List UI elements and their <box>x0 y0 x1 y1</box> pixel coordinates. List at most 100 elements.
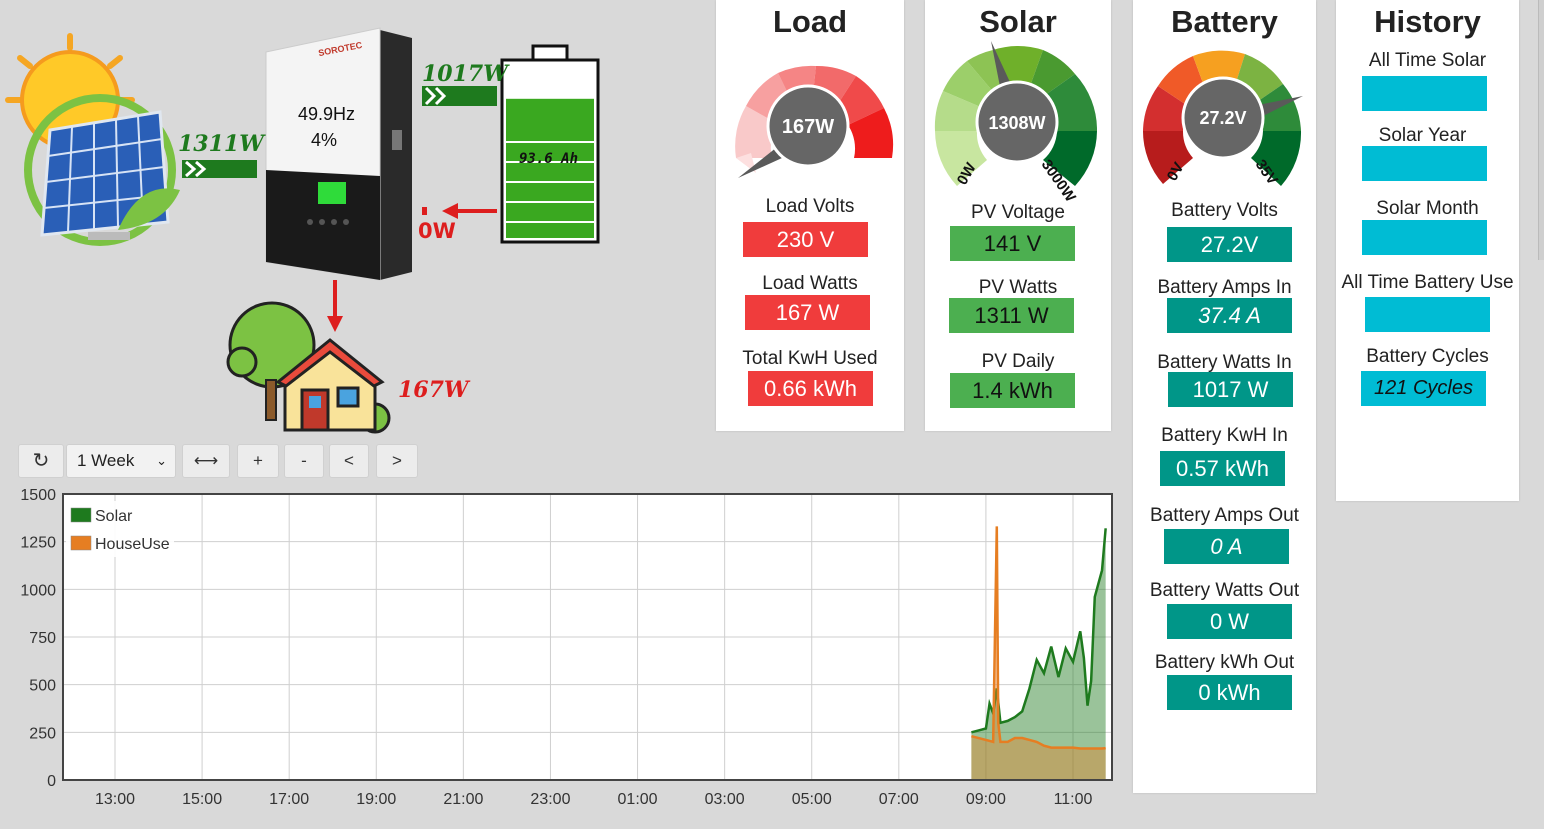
range-select-value: 1 Week <box>77 451 135 470</box>
battery-gauge-min: 0V <box>1164 160 1188 184</box>
x-tick-label: 23:00 <box>530 791 570 808</box>
legend-label-houseuse: HouseUse <box>95 536 170 553</box>
battery-discharge-watts-label: 0W <box>418 219 456 243</box>
x-tick-label: 09:00 <box>966 791 1006 808</box>
series-area-houseuse <box>971 526 1106 780</box>
y-tick-label: 750 <box>29 630 56 647</box>
house-icon <box>226 301 391 434</box>
battery-cycles-value: 121 Cycles <box>1361 371 1486 406</box>
solar-year-label: Solar Year <box>1378 125 1467 146</box>
all-time-battery-use-label: All Time Battery Use <box>1341 272 1514 293</box>
x-tick-label: 15:00 <box>182 791 222 808</box>
x-tick-label: 11:00 <box>1054 791 1093 808</box>
total-kwh-used-label: Total KwH Used <box>742 348 878 369</box>
total-kwh-used-value: 0.66 kWh <box>748 371 873 406</box>
load-volts-label: Load Volts <box>765 196 855 217</box>
pv-daily-label: PV Daily <box>981 351 1055 372</box>
battery-volts-value: 27.2V <box>1167 227 1292 262</box>
x-tick-label: 03:00 <box>705 791 745 808</box>
pv-watts-value: 1311 W <box>949 298 1074 333</box>
house-watts-label: 167W <box>398 377 469 403</box>
battery-icon <box>500 44 600 244</box>
load-gauge: 167W <box>735 65 894 178</box>
solar-watts-label: 1311W <box>178 131 264 157</box>
zoom-out-button[interactable]: - <box>284 444 324 478</box>
chevron-down-icon: ⌄ <box>156 453 167 468</box>
battery-watts-out-value: 0 W <box>1167 604 1292 639</box>
y-tick-label: 1000 <box>20 582 56 599</box>
solar-arrow <box>182 160 257 178</box>
battery-gauge: 27.2V 0V 35V <box>1143 50 1303 188</box>
inverter-frequency: 49.9Hz <box>298 104 356 124</box>
pv-voltage-value: 141 V <box>950 226 1075 261</box>
range-select[interactable]: 1 Week ⌄ <box>66 444 176 478</box>
battery-title: Battery <box>1171 4 1278 39</box>
y-tick-label: 500 <box>29 678 56 695</box>
load-watts-value: 167 W <box>745 295 870 330</box>
fit-width-button[interactable]: ⟷ <box>182 444 230 478</box>
battery-charge-arrow <box>422 86 497 106</box>
energy-flow-diagram: 1311W 1017W 0W 167W 49.9Hz 4% SOROTEC 93… <box>0 0 710 440</box>
battery-kwh-in-label: Battery KwH In <box>1161 425 1288 446</box>
solar-month-value <box>1362 220 1487 255</box>
solar-title: Solar <box>979 4 1057 39</box>
battery-volts-label: Battery Volts <box>1171 200 1278 221</box>
inverter-icon <box>265 27 412 281</box>
battery-watts-in-value: 1017 W <box>1168 372 1293 407</box>
prev-button[interactable]: < <box>329 444 369 478</box>
scrollbar[interactable] <box>1538 0 1544 260</box>
battery-amps-out-label: Battery Amps Out <box>1150 505 1299 526</box>
battery-kwh-in-value: 0.57 kWh <box>1160 451 1285 486</box>
fit-width-icon: ⟷ <box>193 451 219 470</box>
battery-amps-out-value: 0 A <box>1164 529 1289 564</box>
y-tick-label: 0 <box>47 773 56 790</box>
battery-amps-in-label: Battery Amps In <box>1157 277 1292 298</box>
solar-panel-icon <box>24 94 180 246</box>
x-tick-label: 07:00 <box>879 791 919 808</box>
x-tick-label: 13:00 <box>95 791 135 808</box>
all-time-battery-use-value <box>1365 297 1490 332</box>
next-button[interactable]: > <box>376 444 418 478</box>
battery-cycles-label: Battery Cycles <box>1366 346 1489 367</box>
house-arrow <box>327 280 343 332</box>
battery-watts-in-label: Battery Watts In <box>1157 352 1292 373</box>
battery-gauge-value: 27.2V <box>1199 108 1246 128</box>
pv-daily-value: 1.4 kWh <box>950 373 1075 408</box>
history-panel: History All Time Solar Solar Year Solar … <box>1336 0 1519 501</box>
series-line-houseuse <box>971 526 1106 750</box>
inverter-percent: 4% <box>311 130 338 150</box>
legend-swatch-solar <box>70 507 92 523</box>
legend-label-solar: Solar <box>95 508 133 525</box>
y-tick-label: 250 <box>29 725 56 742</box>
series-area-solar <box>971 528 1106 780</box>
power-history-chart[interactable]: 0 250 500 750 1000 1250 1500 13:00 15:00 17:00 19:… <box>0 480 1130 829</box>
history-title: History <box>1374 4 1481 39</box>
refresh-icon: ↻ <box>32 450 50 472</box>
battery-amps-in-value: 37.4 A <box>1167 298 1292 333</box>
solar-year-value <box>1362 146 1487 181</box>
load-gauge-value: 167W <box>782 116 834 138</box>
pv-voltage-label: PV Voltage <box>970 202 1066 223</box>
zoom-in-button[interactable]: + <box>237 444 279 478</box>
x-tick-label: 17:00 <box>269 791 309 808</box>
battery-watts-out-label: Battery Watts Out <box>1149 580 1300 601</box>
all-time-solar-value <box>1362 76 1487 111</box>
y-tick-label: 1250 <box>20 535 56 552</box>
battery-discharge-arrow <box>422 203 497 219</box>
solar-month-label: Solar Month <box>1376 198 1479 219</box>
battery-kwh-out-label: Battery kWh Out <box>1154 652 1295 673</box>
battery-panel: Battery 27.2V 0V 35V Battery Volts 27.2V… <box>1133 0 1316 793</box>
load-volts-value: 230 V <box>743 222 868 257</box>
load-panel: Load 167W Load Volts 230 V Load Watts 16… <box>716 0 904 431</box>
solar-panel: Solar 1308W 0W 3000W PV Voltage 141 V PV… <box>925 0 1111 431</box>
refresh-button[interactable]: ↻ <box>18 444 64 478</box>
battery-level-label: 93.6 Ah <box>519 151 579 167</box>
all-time-solar-label: All Time Solar <box>1368 50 1487 71</box>
y-tick-label: 1500 <box>20 487 56 504</box>
x-tick-label: 05:00 <box>792 791 832 808</box>
pv-watts-label: PV Watts <box>978 277 1058 298</box>
x-tick-label: 01:00 <box>618 791 658 808</box>
x-tick-label: 19:00 <box>356 791 396 808</box>
load-watts-label: Load Watts <box>762 273 858 294</box>
x-tick-label: 21:00 <box>443 791 483 808</box>
